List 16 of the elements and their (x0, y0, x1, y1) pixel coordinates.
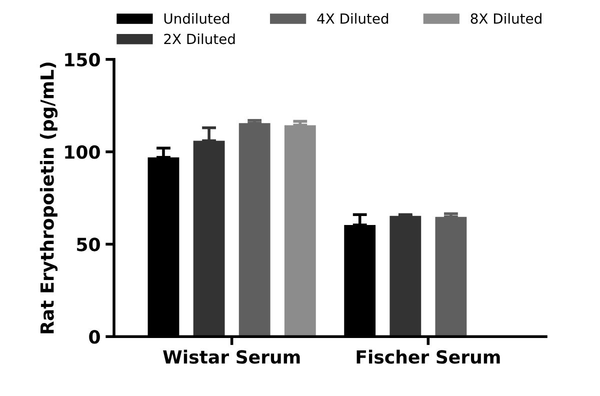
bar (390, 216, 422, 337)
y-axis-title: Rat Erythropoietin (pg/mL) (40, 62, 58, 334)
y-tick-label: 150 (65, 52, 100, 67)
bar (193, 140, 225, 337)
bar (284, 125, 316, 337)
legend-label: 2X Diluted (164, 33, 235, 44)
y-tick-label: 50 (77, 238, 100, 252)
legend-label: Undiluted (164, 13, 230, 24)
legend-label: 8X Diluted (470, 13, 542, 24)
x-tick-label: Fischer Serum (356, 350, 500, 364)
legend-label: 4X Diluted (317, 13, 388, 24)
y-tick-label: 0 (89, 330, 100, 344)
x-tick-label: Wistar Serum (163, 350, 300, 364)
bar (435, 216, 467, 337)
bar (238, 123, 270, 337)
y-tick-label: 100 (65, 145, 100, 159)
